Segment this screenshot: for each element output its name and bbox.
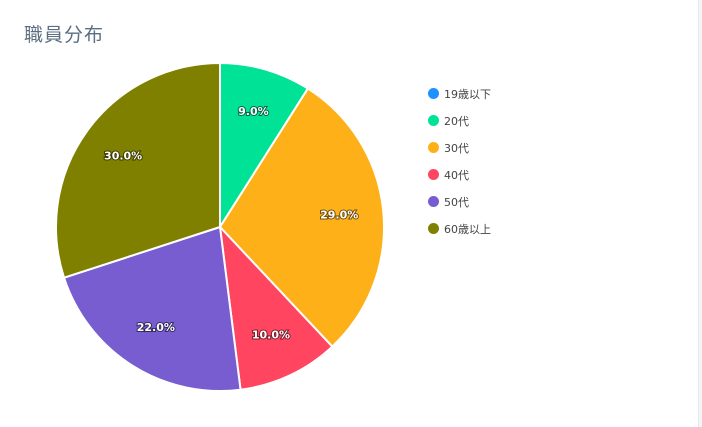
legend-label: 40代 bbox=[444, 168, 469, 182]
legend-marker-icon bbox=[428, 169, 439, 180]
slice-label-20s: 9.0% bbox=[238, 105, 269, 118]
legend-item-60-plus[interactable]: 60歳以上 bbox=[428, 215, 491, 242]
slice-label-50s: 22.0% bbox=[137, 321, 175, 334]
legend-label: 19歳以下 bbox=[444, 87, 491, 101]
chart-legend: 19歳以下 20代 30代 40代 50代 60歳以上 bbox=[428, 80, 491, 242]
legend-item-40s[interactable]: 40代 bbox=[428, 161, 491, 188]
legend-label: 20代 bbox=[444, 114, 469, 128]
legend-label: 50代 bbox=[444, 195, 469, 209]
legend-label: 60歳以上 bbox=[444, 222, 491, 236]
pie-slice-20s[interactable] bbox=[219, 61, 310, 231]
slice-label-40s: 10.0% bbox=[252, 328, 290, 341]
legend-marker-icon bbox=[428, 115, 439, 126]
slice-label-30s: 29.0% bbox=[320, 209, 358, 222]
legend-item-20s[interactable]: 20代 bbox=[428, 107, 491, 134]
legend-marker-icon bbox=[428, 142, 439, 153]
legend-marker-icon bbox=[428, 88, 439, 99]
pie-slice-50s[interactable] bbox=[62, 225, 242, 392]
legend-label: 30代 bbox=[444, 141, 469, 155]
legend-item-30s[interactable]: 30代 bbox=[428, 134, 491, 161]
legend-item-under-19[interactable]: 19歳以下 bbox=[428, 80, 491, 107]
legend-item-50s[interactable]: 50代 bbox=[428, 188, 491, 215]
pie-slice-30s[interactable] bbox=[218, 87, 385, 348]
legend-marker-icon bbox=[428, 196, 439, 207]
slice-label-60-plus: 30.0% bbox=[104, 150, 142, 163]
pie-slice-40s[interactable] bbox=[218, 224, 334, 391]
pie-slice-60-plus[interactable] bbox=[55, 61, 221, 279]
legend-marker-icon bbox=[428, 223, 439, 234]
chart-title: 職員分布 bbox=[24, 24, 105, 46]
